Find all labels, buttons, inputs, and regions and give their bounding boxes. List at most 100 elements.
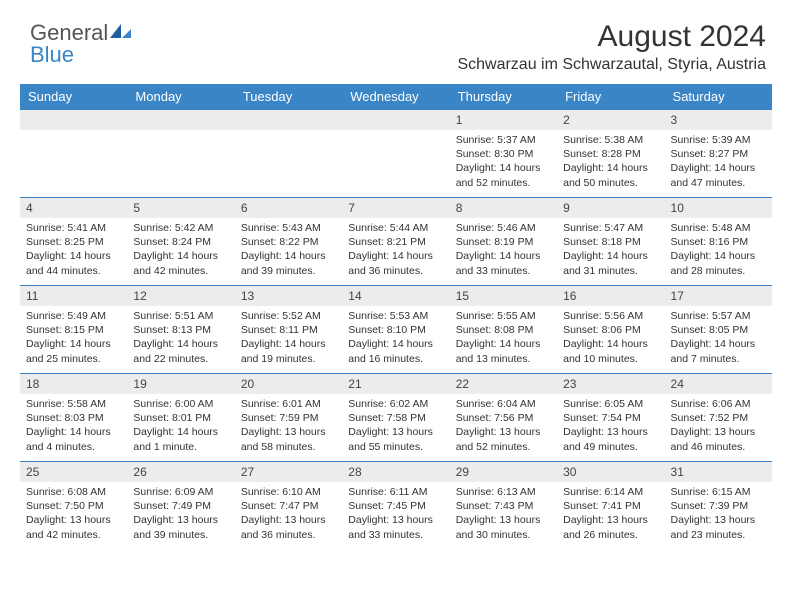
daylight-line: Daylight: 14 hours and 28 minutes.: [671, 249, 766, 277]
sunset-line: Sunset: 8:27 PM: [671, 147, 766, 161]
sunrise-line: Sunrise: 5:37 AM: [456, 133, 551, 147]
brand-logo: GeneralBlue: [20, 20, 132, 68]
day-data: Sunrise: 6:01 AMSunset: 7:59 PMDaylight:…: [235, 394, 342, 458]
calendar-week-row: 18Sunrise: 5:58 AMSunset: 8:03 PMDayligh…: [20, 374, 772, 462]
calendar-header-row: SundayMondayTuesdayWednesdayThursdayFrid…: [20, 84, 772, 110]
calendar-day-cell: 6Sunrise: 5:43 AMSunset: 8:22 PMDaylight…: [235, 198, 342, 286]
calendar-day-cell: 7Sunrise: 5:44 AMSunset: 8:21 PMDaylight…: [342, 198, 449, 286]
daylight-line: Daylight: 14 hours and 31 minutes.: [563, 249, 658, 277]
sunrise-line: Sunrise: 5:57 AM: [671, 309, 766, 323]
sunrise-line: Sunrise: 6:08 AM: [26, 485, 121, 499]
sunset-line: Sunset: 8:13 PM: [133, 323, 228, 337]
sunset-line: Sunset: 8:01 PM: [133, 411, 228, 425]
day-number: 18: [20, 374, 127, 394]
calendar-day-cell: 5Sunrise: 5:42 AMSunset: 8:24 PMDaylight…: [127, 198, 234, 286]
day-number: 31: [665, 462, 772, 482]
sunrise-line: Sunrise: 5:39 AM: [671, 133, 766, 147]
day-data: Sunrise: 5:48 AMSunset: 8:16 PMDaylight:…: [665, 218, 772, 282]
calendar-day-cell: 19Sunrise: 6:00 AMSunset: 8:01 PMDayligh…: [127, 374, 234, 462]
sunrise-line: Sunrise: 5:47 AM: [563, 221, 658, 235]
sunrise-line: Sunrise: 5:52 AM: [241, 309, 336, 323]
day-data: Sunrise: 5:55 AMSunset: 8:08 PMDaylight:…: [450, 306, 557, 370]
day-data: Sunrise: 5:46 AMSunset: 8:19 PMDaylight:…: [450, 218, 557, 282]
calendar-day-cell: 2Sunrise: 5:38 AMSunset: 8:28 PMDaylight…: [557, 110, 664, 198]
daylight-line: Daylight: 14 hours and 42 minutes.: [133, 249, 228, 277]
sunset-line: Sunset: 8:21 PM: [348, 235, 443, 249]
sunset-line: Sunset: 8:08 PM: [456, 323, 551, 337]
sunset-line: Sunset: 8:30 PM: [456, 147, 551, 161]
day-data: Sunrise: 5:49 AMSunset: 8:15 PMDaylight:…: [20, 306, 127, 370]
calendar-day-cell: 23Sunrise: 6:05 AMSunset: 7:54 PMDayligh…: [557, 374, 664, 462]
calendar-day-cell: 1Sunrise: 5:37 AMSunset: 8:30 PMDaylight…: [450, 110, 557, 198]
sunrise-line: Sunrise: 5:58 AM: [26, 397, 121, 411]
day-header: Saturday: [665, 84, 772, 110]
calendar-empty-cell: [235, 110, 342, 198]
day-number: 10: [665, 198, 772, 218]
day-data: Sunrise: 5:56 AMSunset: 8:06 PMDaylight:…: [557, 306, 664, 370]
calendar-day-cell: 21Sunrise: 6:02 AMSunset: 7:58 PMDayligh…: [342, 374, 449, 462]
day-data: Sunrise: 6:11 AMSunset: 7:45 PMDaylight:…: [342, 482, 449, 546]
day-data: Sunrise: 6:13 AMSunset: 7:43 PMDaylight:…: [450, 482, 557, 546]
day-number: 2: [557, 110, 664, 130]
day-number: 11: [20, 286, 127, 306]
calendar-day-cell: 28Sunrise: 6:11 AMSunset: 7:45 PMDayligh…: [342, 462, 449, 550]
sunset-line: Sunset: 7:41 PM: [563, 499, 658, 513]
daylight-line: Daylight: 14 hours and 50 minutes.: [563, 161, 658, 189]
day-number: 24: [665, 374, 772, 394]
daylight-line: Daylight: 13 hours and 55 minutes.: [348, 425, 443, 453]
sunrise-line: Sunrise: 5:56 AM: [563, 309, 658, 323]
day-number: 9: [557, 198, 664, 218]
day-header: Thursday: [450, 84, 557, 110]
sunset-line: Sunset: 7:54 PM: [563, 411, 658, 425]
day-data: Sunrise: 6:09 AMSunset: 7:49 PMDaylight:…: [127, 482, 234, 546]
daylight-line: Daylight: 14 hours and 1 minute.: [133, 425, 228, 453]
day-number: 13: [235, 286, 342, 306]
day-data: Sunrise: 6:02 AMSunset: 7:58 PMDaylight:…: [342, 394, 449, 458]
brand-part2: Blue: [30, 42, 132, 68]
sunrise-line: Sunrise: 6:02 AM: [348, 397, 443, 411]
sunset-line: Sunset: 7:43 PM: [456, 499, 551, 513]
sunrise-line: Sunrise: 6:00 AM: [133, 397, 228, 411]
sunrise-line: Sunrise: 5:55 AM: [456, 309, 551, 323]
sunset-line: Sunset: 8:06 PM: [563, 323, 658, 337]
day-number: 8: [450, 198, 557, 218]
day-data: Sunrise: 5:41 AMSunset: 8:25 PMDaylight:…: [20, 218, 127, 282]
day-number: 7: [342, 198, 449, 218]
day-data: Sunrise: 6:04 AMSunset: 7:56 PMDaylight:…: [450, 394, 557, 458]
sunrise-line: Sunrise: 5:46 AM: [456, 221, 551, 235]
daylight-line: Daylight: 13 hours and 39 minutes.: [133, 513, 228, 541]
day-data: Sunrise: 6:15 AMSunset: 7:39 PMDaylight:…: [665, 482, 772, 546]
daylight-line: Daylight: 14 hours and 10 minutes.: [563, 337, 658, 365]
location-subtitle: Schwarzau im Schwarzautal, Styria, Austr…: [457, 56, 766, 74]
day-number: 4: [20, 198, 127, 218]
daylight-line: Daylight: 13 hours and 58 minutes.: [241, 425, 336, 453]
header: GeneralBlue August 2024 Schwarzau im Sch…: [20, 20, 772, 74]
day-number: [235, 110, 342, 130]
sunrise-line: Sunrise: 5:41 AM: [26, 221, 121, 235]
daylight-line: Daylight: 13 hours and 52 minutes.: [456, 425, 551, 453]
day-data: Sunrise: 5:42 AMSunset: 8:24 PMDaylight:…: [127, 218, 234, 282]
daylight-line: Daylight: 14 hours and 13 minutes.: [456, 337, 551, 365]
sunrise-line: Sunrise: 5:44 AM: [348, 221, 443, 235]
calendar-day-cell: 4Sunrise: 5:41 AMSunset: 8:25 PMDaylight…: [20, 198, 127, 286]
title-block: August 2024 Schwarzau im Schwarzautal, S…: [457, 20, 772, 74]
day-number: 12: [127, 286, 234, 306]
sunset-line: Sunset: 8:16 PM: [671, 235, 766, 249]
calendar-day-cell: 13Sunrise: 5:52 AMSunset: 8:11 PMDayligh…: [235, 286, 342, 374]
calendar-day-cell: 11Sunrise: 5:49 AMSunset: 8:15 PMDayligh…: [20, 286, 127, 374]
sunrise-line: Sunrise: 6:11 AM: [348, 485, 443, 499]
calendar-day-cell: 29Sunrise: 6:13 AMSunset: 7:43 PMDayligh…: [450, 462, 557, 550]
sunrise-line: Sunrise: 5:48 AM: [671, 221, 766, 235]
daylight-line: Daylight: 14 hours and 22 minutes.: [133, 337, 228, 365]
day-data: Sunrise: 5:39 AMSunset: 8:27 PMDaylight:…: [665, 130, 772, 194]
day-header: Tuesday: [235, 84, 342, 110]
day-number: 28: [342, 462, 449, 482]
day-data: Sunrise: 6:05 AMSunset: 7:54 PMDaylight:…: [557, 394, 664, 458]
calendar-day-cell: 31Sunrise: 6:15 AMSunset: 7:39 PMDayligh…: [665, 462, 772, 550]
day-number: 16: [557, 286, 664, 306]
daylight-line: Daylight: 14 hours and 25 minutes.: [26, 337, 121, 365]
calendar-day-cell: 30Sunrise: 6:14 AMSunset: 7:41 PMDayligh…: [557, 462, 664, 550]
calendar-week-row: 1Sunrise: 5:37 AMSunset: 8:30 PMDaylight…: [20, 110, 772, 198]
day-number: [127, 110, 234, 130]
day-number: [342, 110, 449, 130]
